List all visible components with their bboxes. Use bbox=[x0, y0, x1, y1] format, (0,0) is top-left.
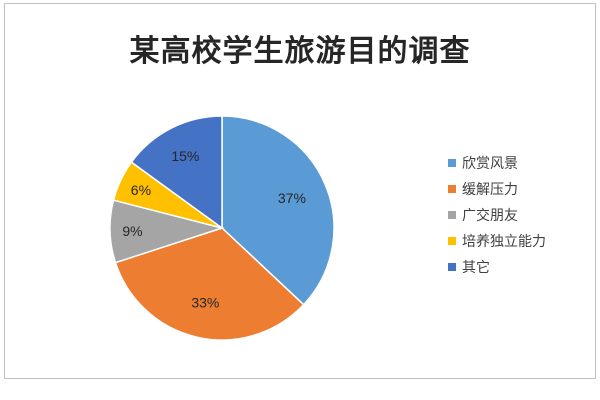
legend-swatch bbox=[448, 185, 456, 193]
chart-frame: 某高校学生旅游目的调查 bbox=[4, 3, 596, 379]
chart-legend: 欣赏风景缓解压力广交朋友培养独立能力 其它 bbox=[448, 150, 546, 280]
legend-swatch bbox=[448, 263, 456, 271]
legend-label: 其它 bbox=[462, 260, 490, 276]
pie-slice-1 bbox=[221, 115, 335, 306]
legend-label: 培养独立能力 bbox=[462, 234, 546, 250]
legend-swatch bbox=[448, 159, 456, 167]
legend-item-2: 缓解压力 bbox=[448, 176, 546, 202]
legend-label: 欣赏风景 bbox=[462, 156, 518, 172]
legend-item-5: 其它 bbox=[448, 254, 546, 280]
legend-label: 广交朋友 bbox=[462, 208, 518, 224]
data-label-2: 33% bbox=[191, 294, 219, 310]
legend-swatch bbox=[448, 237, 456, 245]
data-label-3: 9% bbox=[122, 223, 142, 239]
legend-label: 缓解压力 bbox=[462, 182, 518, 198]
data-label-1: 37% bbox=[278, 190, 306, 206]
legend-item-3: 广交朋友 bbox=[448, 202, 546, 228]
legend-swatch bbox=[448, 211, 456, 219]
data-label-5: 15% bbox=[171, 148, 199, 164]
legend-item-1: 欣赏风景 bbox=[448, 150, 546, 176]
pie-slice-2 bbox=[114, 227, 305, 341]
pie-slice-5 bbox=[130, 115, 223, 230]
data-label-4: 6% bbox=[131, 182, 151, 198]
chart-title: 某高校学生旅游目的调查 bbox=[129, 34, 471, 69]
legend-item-4: 培养独立能力 bbox=[448, 228, 546, 254]
